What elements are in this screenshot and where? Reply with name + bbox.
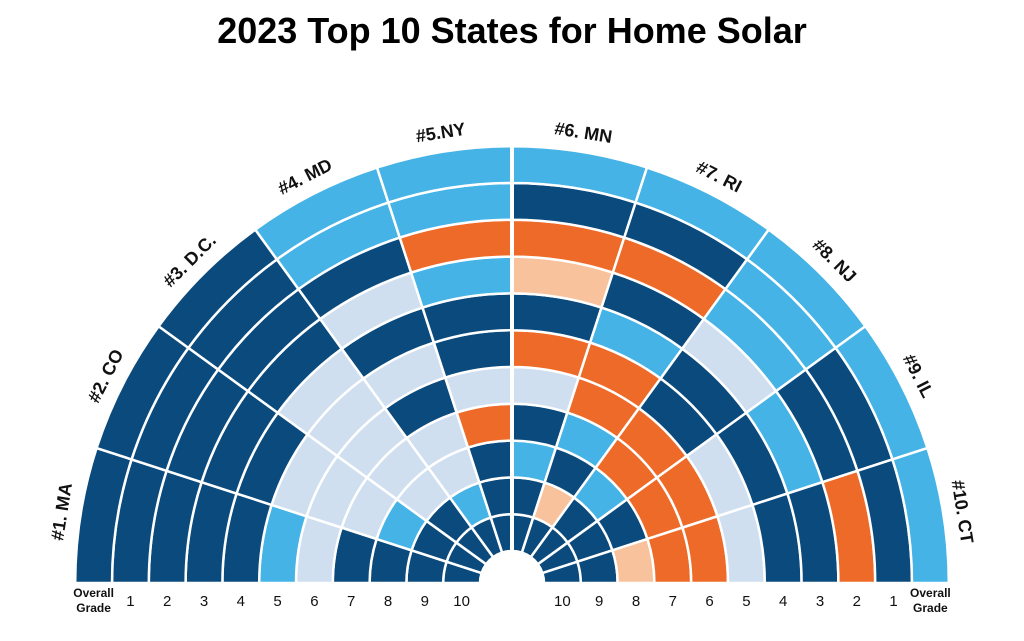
ring-number-label: 8	[632, 593, 640, 610]
ring-number-label: 1	[126, 593, 134, 610]
chart-title: 2023 Top 10 States for Home Solar	[217, 10, 807, 51]
ring-number-label: 9	[421, 593, 429, 610]
ring-number-label: 1	[889, 593, 897, 610]
ring-number-label: 3	[816, 593, 824, 610]
ring-number-label: 3	[200, 593, 208, 610]
state-label: #10. CT	[948, 478, 978, 544]
overall-grade-label: Grade	[913, 601, 948, 615]
grade-cells	[73, 144, 951, 585]
ring-number-label: 7	[669, 593, 677, 610]
ring-number-label: 8	[384, 593, 392, 610]
ring-number-label: 2	[163, 593, 171, 610]
state-label: #6. MN	[553, 118, 613, 147]
center-divider	[510, 146, 514, 583]
ring-number-label: 10	[453, 593, 470, 610]
state-label: #1. MA	[47, 481, 76, 541]
ring-number-label: 4	[779, 593, 787, 610]
ring-number-label: 7	[347, 593, 355, 610]
overall-grade-label: Overall	[73, 586, 114, 600]
overall-grade-label: Grade	[76, 601, 111, 615]
ring-number-label: 6	[705, 593, 713, 610]
ring-number-label: 5	[742, 593, 750, 610]
overall-grade-label: Overall	[910, 586, 951, 600]
ring-number-label: 9	[595, 593, 603, 610]
state-label: #5.NY	[414, 119, 467, 147]
grade-cell	[890, 446, 951, 585]
ring-number-label: 2	[853, 593, 861, 610]
ring-number-label: 6	[310, 593, 318, 610]
ring-number-label: 10	[554, 593, 571, 610]
ring-number-label: 5	[273, 593, 281, 610]
ring-number-label: 4	[237, 593, 245, 610]
